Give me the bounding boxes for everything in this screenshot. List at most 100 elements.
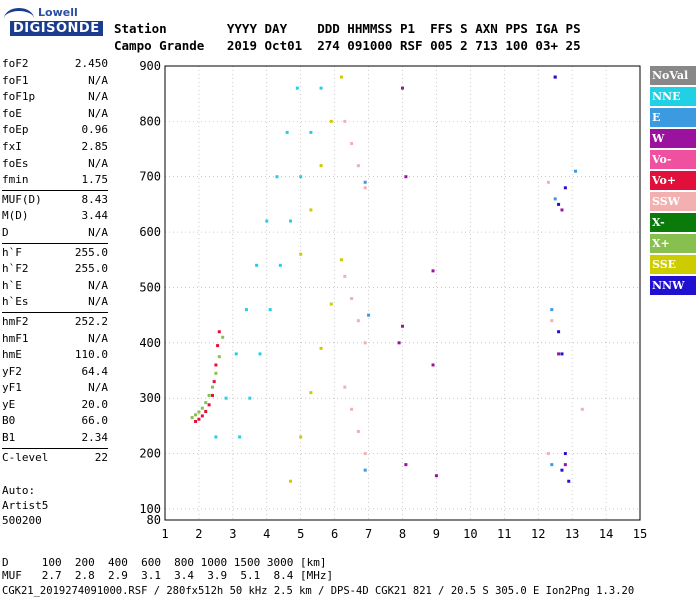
station-header: Station YYYY DAY DDD HHMMSS P1 FFS S AXN… bbox=[114, 20, 581, 54]
data-point-vo bbox=[214, 363, 218, 367]
data-point-x bbox=[190, 416, 194, 420]
data-point-nnw bbox=[557, 202, 561, 206]
x-tick-label: 15 bbox=[633, 527, 647, 541]
data-point-vo bbox=[211, 393, 214, 397]
param-name: D bbox=[2, 225, 9, 239]
data-point-e bbox=[367, 313, 371, 317]
data-point-sse bbox=[329, 302, 333, 306]
data-point-nne bbox=[268, 308, 272, 312]
data-point-ssw bbox=[356, 164, 360, 168]
param-value: 8.43 bbox=[81, 192, 109, 206]
param-row: foEp 0.96 bbox=[2, 122, 108, 139]
data-point-vo bbox=[194, 419, 198, 423]
data-point-w bbox=[563, 463, 567, 467]
data-point-e bbox=[363, 468, 367, 472]
param-row: foF2 2.450 bbox=[2, 56, 108, 73]
data-point-w bbox=[404, 175, 408, 179]
param-row: M(D) 3.44 bbox=[2, 208, 108, 225]
data-point-x bbox=[214, 371, 218, 375]
logo-line1: Lowell bbox=[38, 6, 78, 19]
param-row: h`Es N/A bbox=[2, 294, 108, 311]
footer-distance-row: D 100 200 400 600 800 1000 1500 3000 [km… bbox=[2, 556, 327, 569]
param-value: 2.450 bbox=[74, 57, 108, 70]
param-name: B1 bbox=[2, 431, 16, 445]
param-value: 20.0 bbox=[81, 397, 109, 411]
param-value: 3.44 bbox=[81, 209, 109, 223]
y-tick-label: 800 bbox=[139, 114, 161, 128]
legend-item: X+ bbox=[650, 234, 696, 253]
data-point-x bbox=[204, 401, 208, 405]
param-value: 22 bbox=[94, 450, 108, 464]
plot-frame bbox=[164, 65, 641, 521]
y-tick-label: 900 bbox=[139, 59, 161, 73]
param-value: N/A bbox=[88, 106, 108, 120]
data-point-sse bbox=[299, 435, 303, 439]
data-point-sse bbox=[309, 391, 313, 395]
data-point-ssw bbox=[363, 186, 367, 190]
data-point-w bbox=[404, 463, 408, 467]
data-point-nne bbox=[265, 219, 269, 223]
data-point-vo bbox=[200, 414, 204, 418]
auto-label: Auto: bbox=[2, 484, 36, 497]
data-point-sse bbox=[319, 164, 323, 168]
param-name: yF1 bbox=[2, 381, 22, 395]
y-tick-label: 300 bbox=[139, 391, 161, 405]
param-name: foF2 bbox=[2, 57, 29, 70]
logo-line2: DIGISONDE bbox=[10, 21, 103, 36]
data-point-x bbox=[200, 406, 204, 410]
y-tick-label: 400 bbox=[139, 336, 161, 350]
data-point-ssw bbox=[350, 297, 354, 301]
param-name: hmF2 bbox=[2, 314, 29, 328]
param-row: B1 2.34 bbox=[2, 430, 108, 447]
legend-item: E bbox=[650, 108, 696, 127]
data-point-vo bbox=[204, 409, 208, 413]
chart-marks bbox=[190, 75, 584, 483]
param-value: N/A bbox=[88, 90, 108, 104]
data-point-ssw bbox=[546, 180, 550, 184]
param-row: yF2 64.4 bbox=[2, 364, 108, 381]
x-tick-label: 6 bbox=[331, 527, 338, 541]
logo-swoosh-icon bbox=[4, 8, 34, 29]
data-point-nne bbox=[275, 175, 279, 179]
x-tick-label: 11 bbox=[497, 527, 511, 541]
data-point-sse bbox=[339, 258, 343, 262]
data-point-sse bbox=[299, 252, 303, 256]
y-tick-label: 100 bbox=[139, 502, 161, 516]
muf-distance-table: D 100 200 400 600 800 1000 1500 3000 [km… bbox=[2, 556, 333, 582]
param-value: 255.0 bbox=[74, 262, 108, 276]
param-value: N/A bbox=[88, 73, 108, 87]
param-value: 110.0 bbox=[74, 348, 108, 362]
data-point-w bbox=[401, 86, 404, 90]
data-point-nnw bbox=[563, 452, 567, 456]
param-name: h`Es bbox=[2, 295, 29, 309]
data-point-nne bbox=[255, 263, 259, 267]
data-point-e bbox=[363, 180, 367, 184]
data-point-ssw bbox=[343, 274, 347, 278]
data-point-ssw bbox=[343, 119, 347, 123]
param-row: foE N/A bbox=[2, 106, 108, 123]
param-value: 64.4 bbox=[81, 364, 109, 378]
legend-item: SSE bbox=[650, 255, 696, 274]
legend-item: SSW bbox=[650, 192, 696, 211]
x-tick-label: 7 bbox=[365, 527, 372, 541]
header-row1: Station YYYY DAY DDD HHMMSS P1 FFS S AXN… bbox=[114, 21, 581, 36]
data-point-x bbox=[197, 410, 201, 414]
data-point-w bbox=[397, 341, 401, 345]
data-point-ssw bbox=[356, 429, 360, 433]
data-point-ssw bbox=[343, 385, 347, 389]
data-point-w bbox=[557, 352, 561, 356]
data-point-nne bbox=[234, 352, 238, 356]
param-value: N/A bbox=[88, 156, 108, 170]
data-point-x bbox=[207, 393, 211, 397]
data-point-nnw bbox=[560, 468, 564, 472]
param-value: N/A bbox=[88, 225, 108, 239]
scaled-parameters-panel: foF2 2.450 foF1 N/A foF1p N/A foE N/A foEp 0.96 fx… bbox=[2, 56, 108, 466]
chart-axes bbox=[164, 65, 641, 521]
data-point-ssw bbox=[580, 407, 584, 411]
param-name: foF1p bbox=[2, 90, 36, 104]
legend-item: X- bbox=[650, 213, 696, 232]
param-value: N/A bbox=[88, 295, 108, 309]
data-point-nnw bbox=[553, 75, 557, 79]
param-row: D N/A bbox=[2, 225, 108, 242]
file-status-line: CGK21_2019274091000.RSF / 280fx512h 50 k… bbox=[2, 585, 635, 597]
